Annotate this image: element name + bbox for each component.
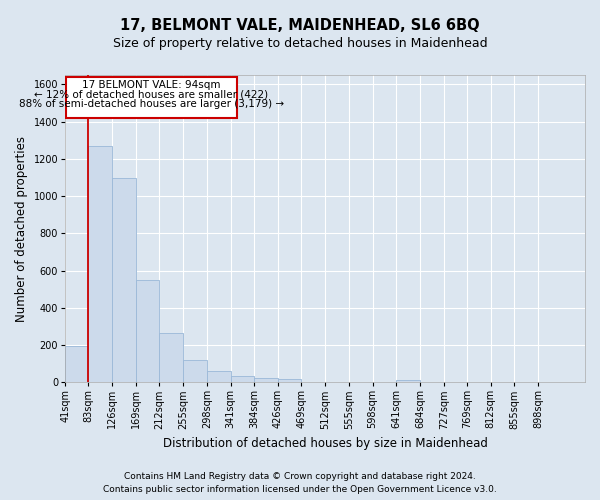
Bar bbox=[254, 378, 278, 382]
Text: 88% of semi-detached houses are larger (3,179) →: 88% of semi-detached houses are larger (… bbox=[19, 99, 284, 109]
Bar bbox=[207, 372, 230, 382]
Bar bbox=[160, 333, 183, 382]
Bar bbox=[230, 376, 254, 382]
Text: 17 BELMONT VALE: 94sqm: 17 BELMONT VALE: 94sqm bbox=[82, 80, 220, 90]
Bar bbox=[278, 380, 301, 382]
Bar bbox=[88, 146, 112, 382]
Text: Contains HM Land Registry data © Crown copyright and database right 2024.: Contains HM Land Registry data © Crown c… bbox=[124, 472, 476, 481]
Bar bbox=[183, 360, 207, 382]
Bar bbox=[136, 280, 160, 382]
Text: ← 12% of detached houses are smaller (422): ← 12% of detached houses are smaller (42… bbox=[34, 90, 268, 100]
Bar bbox=[65, 346, 88, 382]
Text: Size of property relative to detached houses in Maidenhead: Size of property relative to detached ho… bbox=[113, 38, 487, 51]
FancyBboxPatch shape bbox=[65, 77, 237, 118]
Bar bbox=[112, 178, 136, 382]
X-axis label: Distribution of detached houses by size in Maidenhead: Distribution of detached houses by size … bbox=[163, 437, 487, 450]
Text: 17, BELMONT VALE, MAIDENHEAD, SL6 6BQ: 17, BELMONT VALE, MAIDENHEAD, SL6 6BQ bbox=[120, 18, 480, 32]
Text: Contains public sector information licensed under the Open Government Licence v3: Contains public sector information licen… bbox=[103, 485, 497, 494]
Bar bbox=[396, 380, 420, 382]
Y-axis label: Number of detached properties: Number of detached properties bbox=[15, 136, 28, 322]
